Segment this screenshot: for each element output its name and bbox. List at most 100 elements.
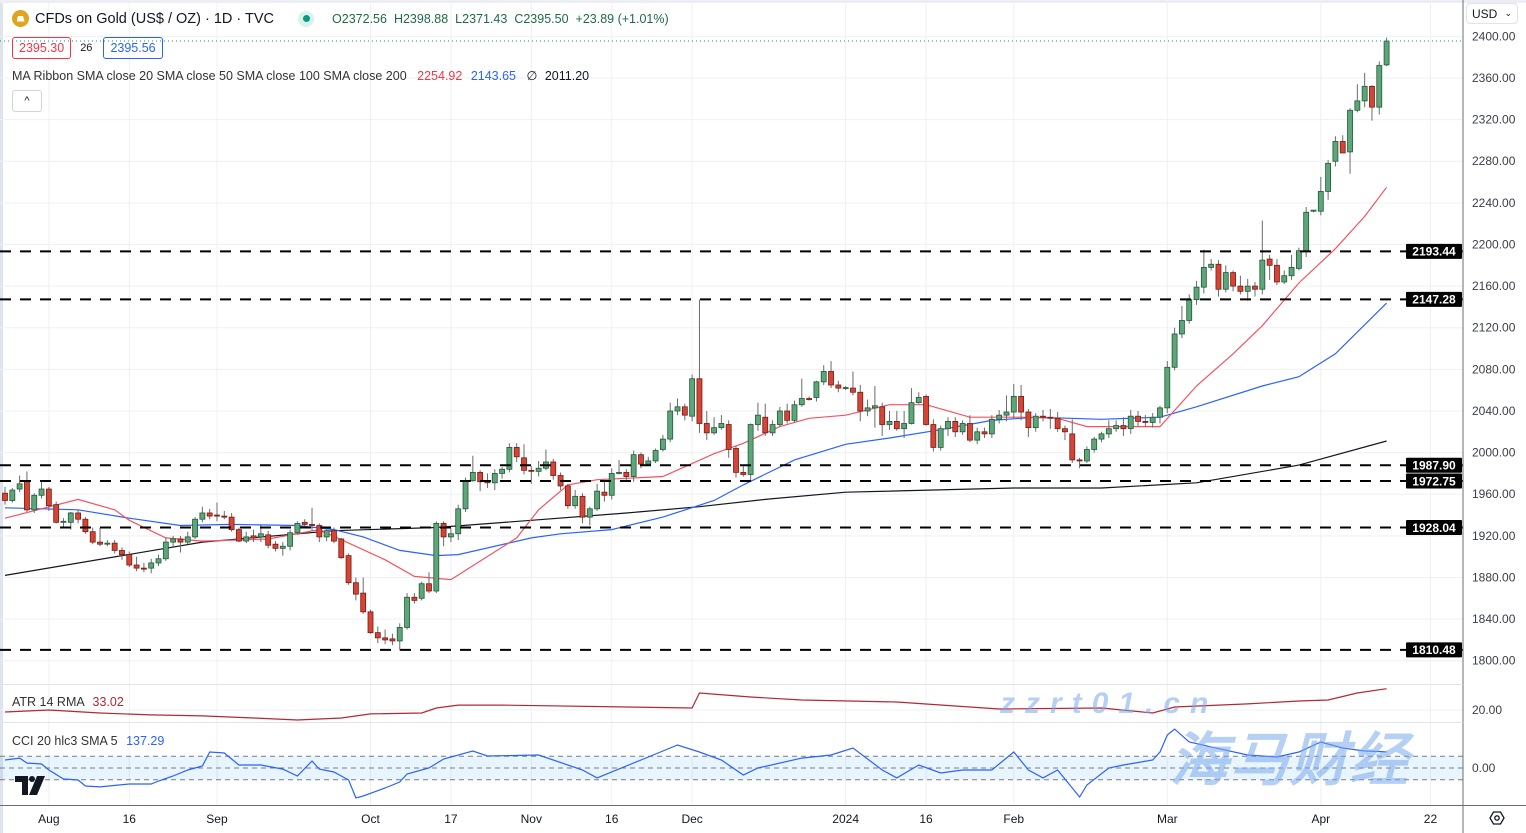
x-tick-label: 22 xyxy=(1424,812,1438,826)
candle-body-down xyxy=(53,504,60,523)
candle-body-up xyxy=(1281,275,1288,283)
candle xyxy=(411,593,418,604)
candle-body-up xyxy=(287,532,293,547)
candle xyxy=(1135,410,1141,427)
y-tick-label: 2160.00 xyxy=(1472,279,1516,293)
candle-body-up xyxy=(1208,263,1215,268)
candle-body-down xyxy=(221,515,228,518)
candle xyxy=(45,486,52,511)
candle-body-up xyxy=(776,410,783,425)
level-price-tag xyxy=(1406,642,1462,658)
candle-body-down xyxy=(725,424,732,450)
candle xyxy=(440,521,447,547)
candle-body-down xyxy=(601,491,608,496)
candle xyxy=(221,510,228,520)
candle xyxy=(1025,408,1032,438)
candle-body-down xyxy=(850,387,856,393)
candle-body-up xyxy=(1325,162,1332,192)
buy-button[interactable]: 2395.56 xyxy=(103,37,163,59)
candle-body-down xyxy=(579,495,586,518)
level-price-tag xyxy=(1406,473,1462,489)
candle-body-up xyxy=(499,468,505,474)
candle-body-up xyxy=(1376,65,1383,108)
ohlc-low: L2371.43 xyxy=(455,11,508,26)
x-tick-label: Aug xyxy=(38,812,59,826)
price-change: +23.89 (+1.01%) xyxy=(575,11,669,26)
candle-body-up xyxy=(1105,428,1112,435)
candle xyxy=(396,623,403,651)
candle-body-down xyxy=(1040,415,1046,418)
sell-button[interactable]: 2395.30 xyxy=(12,37,72,59)
candle-body-down xyxy=(338,538,345,559)
candle-body-down xyxy=(806,398,812,400)
candle xyxy=(608,468,615,500)
candle-body-up xyxy=(1361,85,1368,102)
y-tick-label: 2000.00 xyxy=(1472,446,1516,460)
collapse-legend-button[interactable]: ^ xyxy=(12,90,42,112)
candle-body-down xyxy=(893,420,900,430)
candle xyxy=(309,507,315,531)
price-axis[interactable]: 2400.00 2360.00 2320.00 2280.00 2240.00 2200.… xyxy=(1472,29,1516,775)
candle xyxy=(652,448,659,464)
candle xyxy=(1361,72,1368,108)
candle-body-up xyxy=(433,522,440,592)
candle-body-up xyxy=(418,583,425,599)
time-axis[interactable]: Aug 16 Sep Oct 17 Nov 16 Dec 2024 16 Feb Mar Apr 22 xyxy=(38,812,1437,826)
candle-body-up xyxy=(294,522,301,534)
candle-body-up xyxy=(1164,366,1171,409)
cci-pane xyxy=(0,728,1463,799)
candle-body-up xyxy=(1259,259,1266,290)
candle-body-down xyxy=(133,564,140,569)
sma50-value: 2143.65 xyxy=(470,69,516,83)
candle xyxy=(192,517,198,539)
candle-body-up xyxy=(469,471,476,482)
candle xyxy=(426,572,432,594)
candle xyxy=(513,443,520,462)
level-price-label: 1928.04 xyxy=(1412,521,1456,535)
symbol-title[interactable]: CFDs on Gold (US$ / OZ) · 1D · TVC xyxy=(35,10,275,27)
symbol-legend[interactable]: CFDs on Gold (US$ / OZ) · 1D · TVC O2372… xyxy=(12,10,669,27)
candle-body-down xyxy=(214,514,220,517)
chevron-up-icon: ^ xyxy=(24,95,30,107)
candle-body-down xyxy=(126,554,133,566)
axis-settings-icon[interactable] xyxy=(1489,811,1505,825)
ma-ribbon-legend[interactable]: MA Ribbon SMA close 20 SMA close 50 SMA … xyxy=(12,68,589,83)
market-open-icon xyxy=(298,10,315,27)
atr-legend[interactable]: ATR 14 RMA 33.02 xyxy=(12,695,124,709)
candle xyxy=(374,626,381,644)
candle xyxy=(842,386,849,391)
candle-body-down xyxy=(828,371,834,386)
candle xyxy=(740,466,747,477)
candle xyxy=(798,378,805,407)
candle xyxy=(791,400,798,423)
left-edge xyxy=(0,0,3,833)
candle-body-down xyxy=(1369,85,1375,108)
ohlc-values: O2372.56 H2398.88 L2371.43 C2395.50 +23.… xyxy=(332,12,669,26)
candle xyxy=(1237,275,1244,295)
candle xyxy=(1047,408,1054,429)
candle-body-down xyxy=(681,406,688,416)
candle xyxy=(228,512,235,532)
candle xyxy=(820,365,827,385)
candle-body-down xyxy=(75,512,81,520)
candle-body-up xyxy=(162,541,169,560)
cci-label: CCI 20 hlc3 SMA 5 xyxy=(12,734,118,748)
ohlc-high: H2398.88 xyxy=(393,11,449,26)
grid xyxy=(0,0,1463,805)
candle xyxy=(294,521,301,535)
candle xyxy=(1369,85,1375,121)
candle-body-down xyxy=(382,637,389,641)
candle-body-up xyxy=(1347,109,1353,153)
candle xyxy=(279,542,286,556)
tradingview-logo[interactable] xyxy=(15,776,45,795)
candle xyxy=(1040,409,1046,422)
candle-body-down xyxy=(331,530,337,542)
candle xyxy=(331,527,337,544)
candle-body-up xyxy=(462,480,469,510)
cci-legend[interactable]: CCI 20 hlc3 SMA 5 137.29 xyxy=(12,734,164,748)
candle-body-down xyxy=(1215,263,1222,290)
currency-dropdown[interactable]: USD ⌄ xyxy=(1466,3,1518,24)
candle xyxy=(1295,247,1302,271)
candle xyxy=(974,427,981,445)
